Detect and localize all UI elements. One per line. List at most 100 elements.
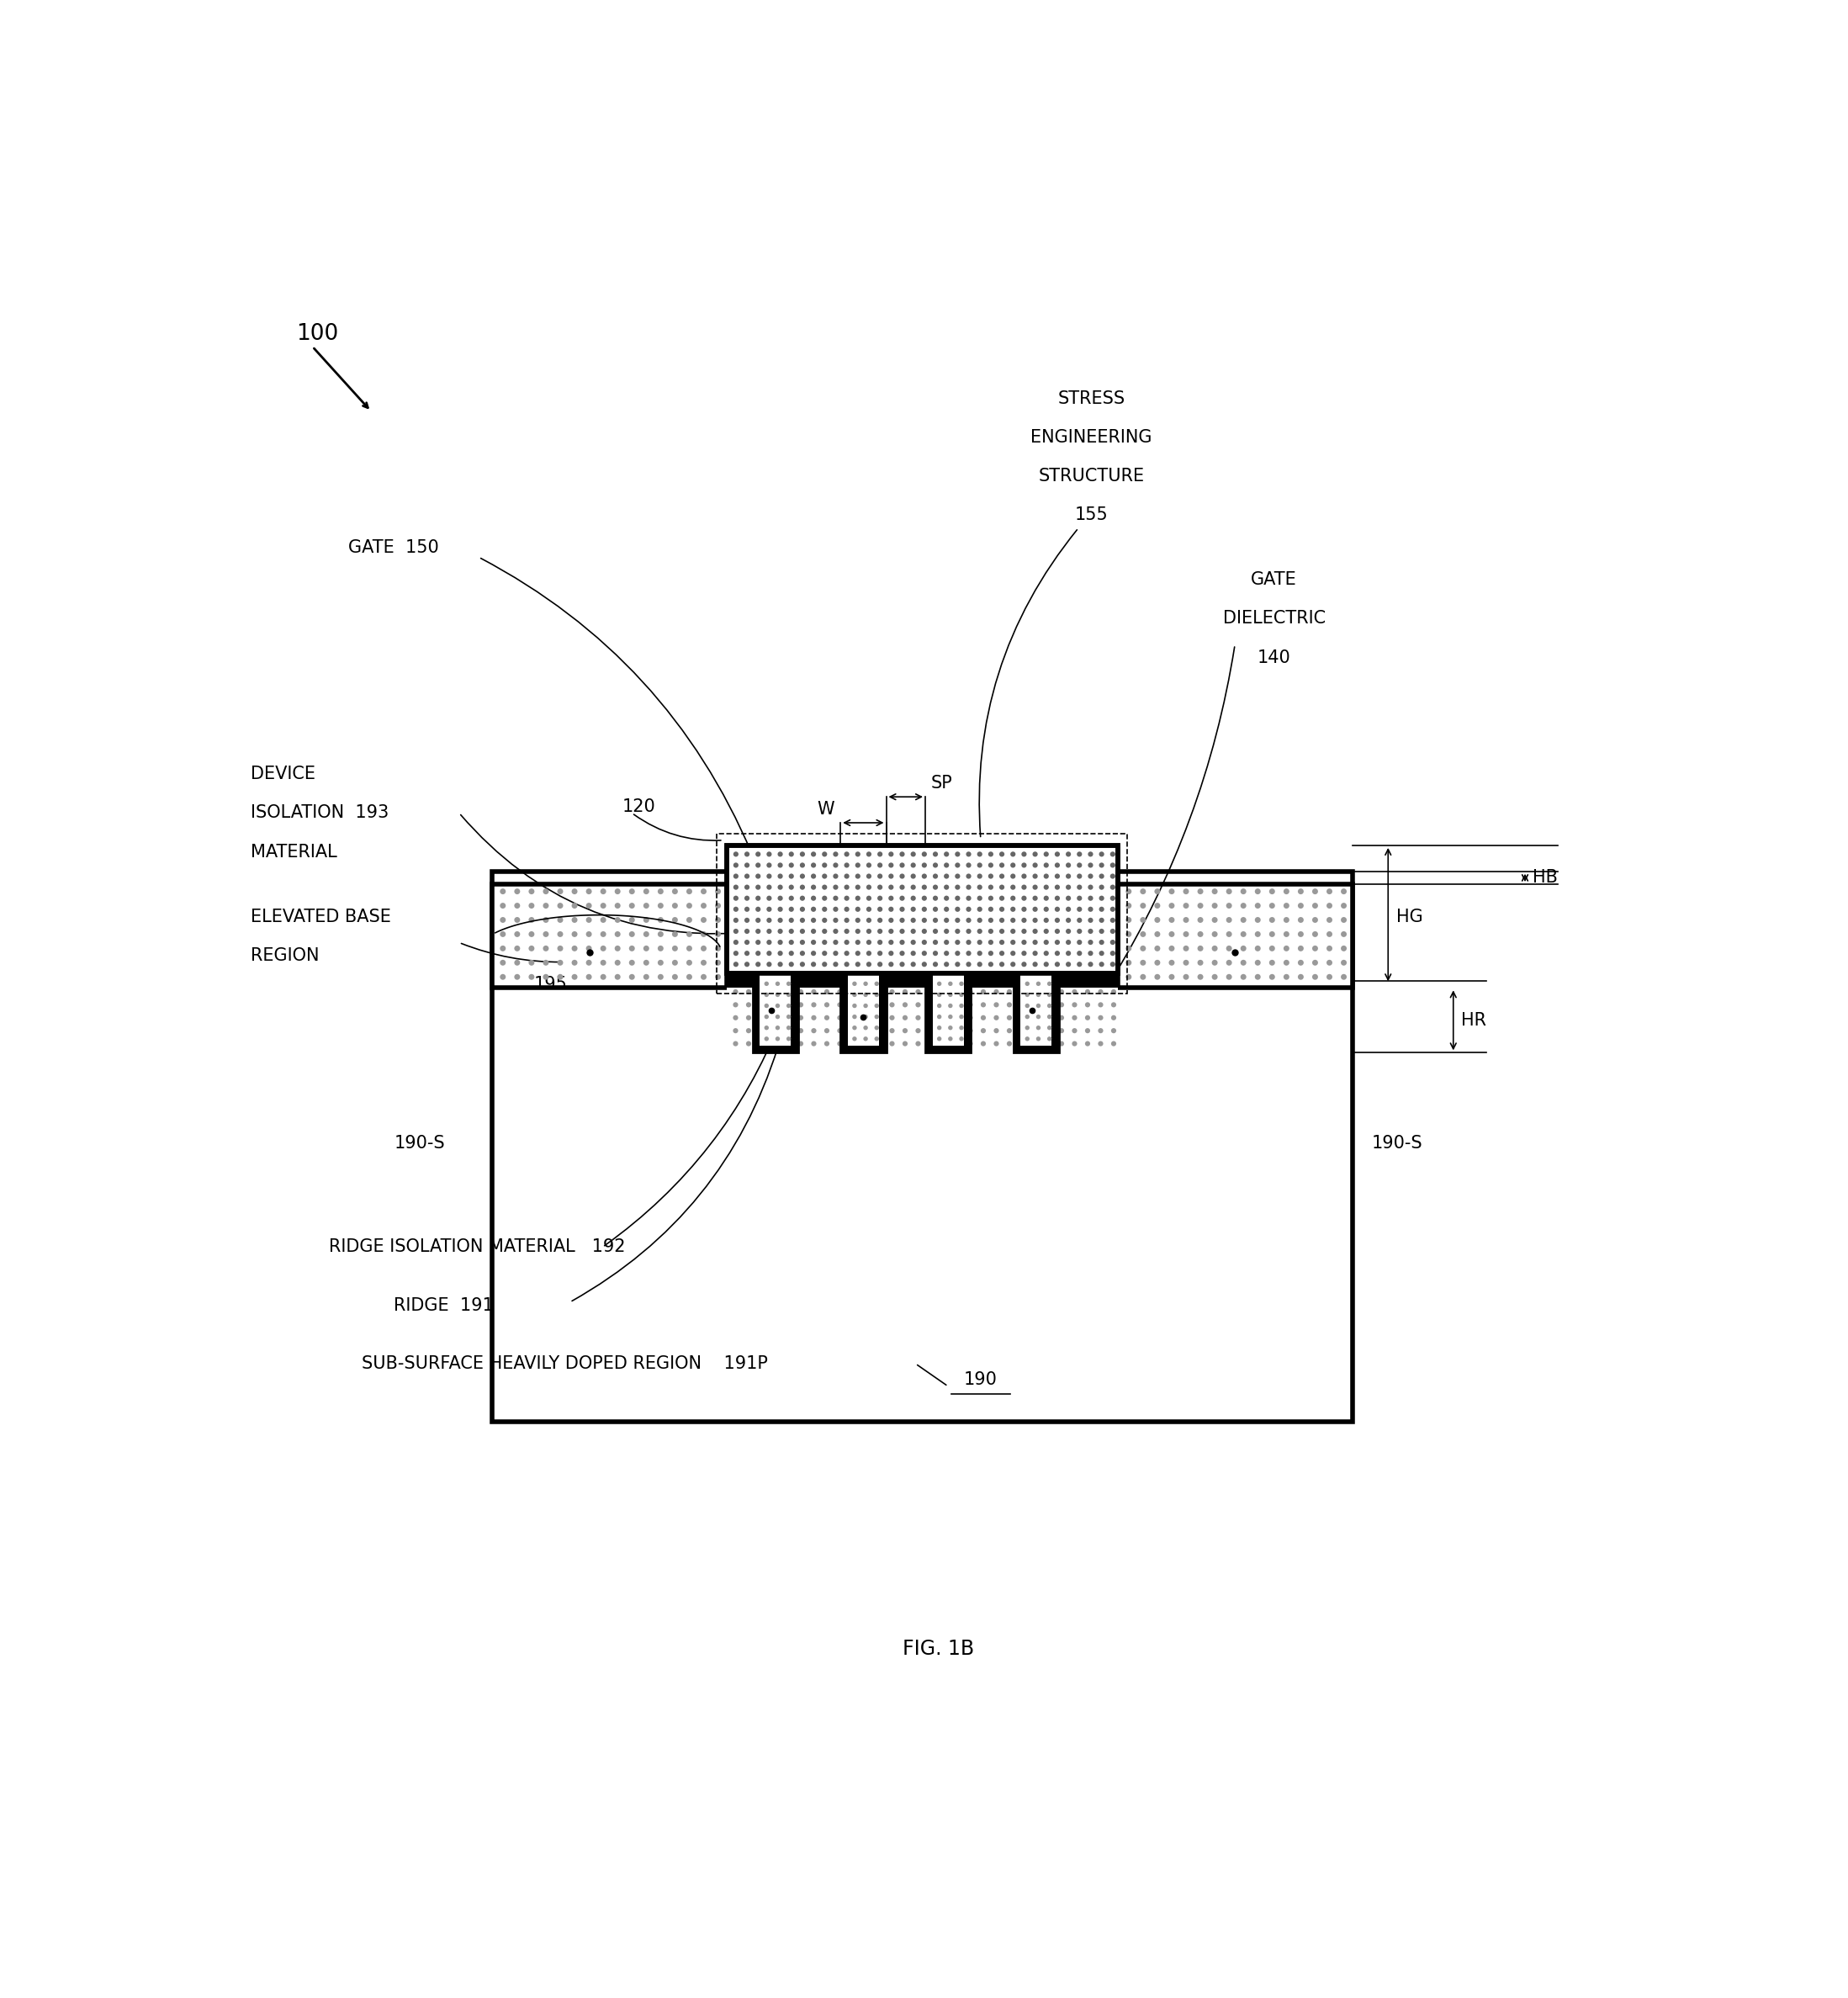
Text: DEVICE: DEVICE <box>251 765 316 783</box>
Circle shape <box>856 873 861 879</box>
Circle shape <box>1000 929 1005 933</box>
Circle shape <box>1011 885 1016 889</box>
Bar <box>841 973 887 1053</box>
Circle shape <box>1125 903 1131 909</box>
Circle shape <box>922 929 928 933</box>
Circle shape <box>922 939 928 945</box>
Circle shape <box>658 959 663 965</box>
Circle shape <box>900 873 906 879</box>
Circle shape <box>922 951 928 955</box>
Circle shape <box>863 1003 869 1009</box>
Circle shape <box>852 981 857 985</box>
Circle shape <box>824 989 830 995</box>
Circle shape <box>989 863 994 867</box>
Circle shape <box>878 917 883 923</box>
Circle shape <box>911 917 917 923</box>
Circle shape <box>734 939 739 945</box>
Circle shape <box>928 1015 933 1021</box>
Circle shape <box>772 989 778 995</box>
Circle shape <box>1297 959 1303 965</box>
Circle shape <box>1270 889 1275 895</box>
Circle shape <box>734 929 739 933</box>
Circle shape <box>789 885 795 889</box>
Circle shape <box>978 895 983 901</box>
Circle shape <box>948 981 952 985</box>
Circle shape <box>558 889 564 895</box>
Circle shape <box>800 961 806 967</box>
Circle shape <box>1100 907 1105 911</box>
Circle shape <box>1270 917 1275 923</box>
Circle shape <box>658 903 663 909</box>
Circle shape <box>1297 889 1303 895</box>
Circle shape <box>867 895 872 901</box>
Circle shape <box>785 1029 791 1033</box>
Circle shape <box>852 1025 857 1031</box>
Circle shape <box>1077 917 1083 923</box>
Circle shape <box>767 863 772 867</box>
Circle shape <box>867 917 872 923</box>
Circle shape <box>833 907 839 911</box>
Circle shape <box>833 885 839 889</box>
Bar <box>1013 973 1059 1053</box>
Circle shape <box>765 1015 769 1019</box>
Circle shape <box>785 1041 791 1047</box>
Circle shape <box>776 1025 780 1031</box>
Circle shape <box>955 961 961 967</box>
Circle shape <box>944 929 950 933</box>
Circle shape <box>1088 885 1094 889</box>
Circle shape <box>643 945 649 951</box>
Circle shape <box>1088 895 1094 901</box>
Circle shape <box>1048 981 1052 985</box>
Circle shape <box>967 895 972 901</box>
Circle shape <box>745 951 750 955</box>
Circle shape <box>756 917 761 923</box>
Circle shape <box>1044 851 1050 857</box>
Circle shape <box>1183 945 1188 951</box>
Circle shape <box>628 903 636 909</box>
Circle shape <box>942 1041 946 1047</box>
Circle shape <box>1033 1003 1039 1007</box>
Circle shape <box>1066 885 1072 889</box>
Circle shape <box>911 961 917 967</box>
Circle shape <box>1077 863 1083 867</box>
Circle shape <box>767 895 772 901</box>
Circle shape <box>867 929 872 933</box>
Circle shape <box>745 895 750 901</box>
Circle shape <box>501 945 506 951</box>
Circle shape <box>789 873 795 879</box>
Circle shape <box>850 1029 856 1033</box>
Circle shape <box>1026 981 1029 985</box>
Circle shape <box>586 959 591 965</box>
Circle shape <box>1270 903 1275 909</box>
Circle shape <box>529 973 534 979</box>
Circle shape <box>586 931 591 937</box>
Circle shape <box>745 961 750 967</box>
Circle shape <box>1284 931 1290 937</box>
Circle shape <box>1046 1041 1052 1047</box>
Circle shape <box>922 851 928 857</box>
Circle shape <box>776 1015 780 1019</box>
Circle shape <box>845 929 850 933</box>
Circle shape <box>937 981 942 985</box>
Circle shape <box>1077 929 1083 933</box>
Circle shape <box>1168 973 1175 979</box>
Circle shape <box>1000 917 1005 923</box>
Circle shape <box>767 961 772 967</box>
Circle shape <box>1111 885 1116 889</box>
Circle shape <box>1342 959 1347 965</box>
Circle shape <box>863 989 869 995</box>
Circle shape <box>902 1015 907 1021</box>
Circle shape <box>1088 951 1094 955</box>
Circle shape <box>989 939 994 945</box>
Circle shape <box>978 863 983 867</box>
Circle shape <box>1125 931 1131 937</box>
Circle shape <box>1168 959 1175 965</box>
Circle shape <box>967 863 972 867</box>
Circle shape <box>529 945 534 951</box>
Circle shape <box>1111 863 1116 867</box>
Circle shape <box>1088 929 1094 933</box>
Circle shape <box>811 961 817 967</box>
Circle shape <box>571 931 577 937</box>
Circle shape <box>700 973 706 979</box>
Circle shape <box>822 951 828 955</box>
